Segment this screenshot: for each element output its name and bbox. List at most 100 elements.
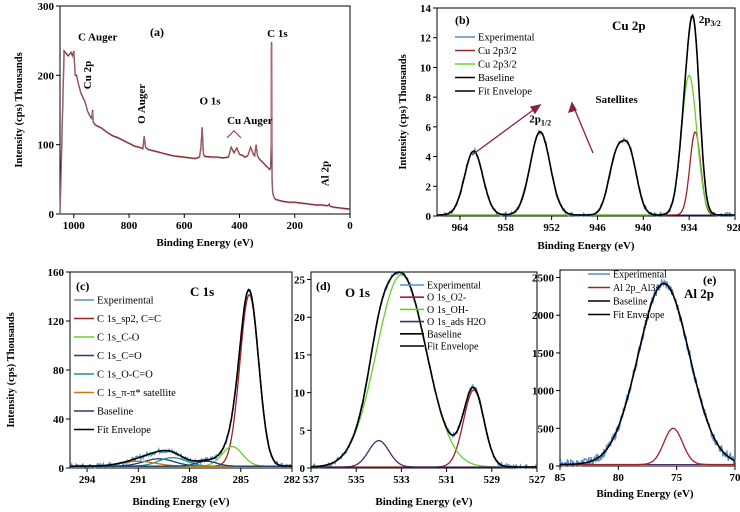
panel-c-ylabel: Intensity (cps) Thousands xyxy=(6,312,17,427)
x-tick-label: 535 xyxy=(348,474,365,486)
panel-c-y-ticks: 0 40 80 120 160 xyxy=(48,267,70,475)
y-tick-label: 2000 xyxy=(532,310,555,322)
component-line xyxy=(70,460,292,467)
panel-e-marks xyxy=(559,278,736,469)
panel-a-y-ticks: 0 100 200 300 xyxy=(38,1,60,221)
annotation: O Auger xyxy=(136,84,148,124)
panel-b-marks xyxy=(436,13,735,218)
x-tick-label: 533 xyxy=(393,474,410,486)
legend-entry: Al 2p_Al3+ xyxy=(613,283,662,294)
annotation: C Auger xyxy=(78,32,118,44)
panel-d-label: (d) xyxy=(316,279,331,293)
panel-a-ylabel: Intensity (cps) Thousands xyxy=(14,52,25,167)
x-tick-label: 958 xyxy=(498,222,515,234)
legend-entry: Fit Envelope xyxy=(478,87,532,98)
panel-b-ylabel: Intensity (cps) Thousands xyxy=(398,54,409,169)
panel-e-title: Al 2p xyxy=(684,286,714,301)
x-tick-label: 934 xyxy=(681,222,698,234)
panel-c-x-ticks: 294 291 288 285 282 xyxy=(79,468,301,486)
legend-entry: Experimental xyxy=(97,296,154,307)
x-tick-label: 537 xyxy=(303,474,320,486)
panel-a-annotations: C Auger Cu 2p O Auger O 1s Cu Auger C 1s Al 2p xyxy=(78,28,332,186)
component-line xyxy=(560,427,735,466)
panel-d-xlabel: Binding Energy (eV) xyxy=(375,496,473,508)
legend-entry: Experimental xyxy=(613,270,667,281)
y-tick-label: 0 xyxy=(549,461,555,473)
annotation: Cu Auger xyxy=(227,115,273,127)
y-tick-label: 200 xyxy=(38,70,55,82)
survey-spectrum-line xyxy=(59,42,351,215)
y-tick-label: 15 xyxy=(294,350,306,362)
y-tick-label: 2500 xyxy=(532,273,555,285)
legend-entry: O 1s_OH- xyxy=(427,305,468,316)
y-tick-label: 20 xyxy=(294,312,306,324)
panel-a-survey: 1000 800 600 400 200 0 0 100 200 300 C Auger Cu 2… xyxy=(14,1,353,249)
satellite-arrow-left xyxy=(471,104,541,156)
legend-entry: Fit Envelope xyxy=(427,342,479,353)
panel-d-title: O 1s xyxy=(345,285,370,300)
legend-entry: Experimental xyxy=(427,281,481,292)
y-tick-label: 4 xyxy=(426,152,432,164)
annotation: 2p1/2 xyxy=(529,113,551,127)
y-tick-label: 40 xyxy=(53,414,65,426)
panel-b-x-ticks: 964 958 952 946 940 934 928 xyxy=(452,216,740,234)
x-tick-label: 0 xyxy=(347,220,353,232)
annotation: C 1s xyxy=(267,28,288,40)
annotation: O 1s xyxy=(199,95,221,107)
cu-auger-arrow xyxy=(226,130,242,139)
component-line xyxy=(311,389,537,468)
y-tick-label: 100 xyxy=(38,140,55,152)
panel-d-o1s: 537 535 533 531 529 527 0 5 10 15 20 25 Experiment… xyxy=(294,270,546,508)
x-tick-label: 285 xyxy=(233,474,250,486)
panel-b-legend: Experimental Cu 2p3/2 Cu 2p3/2 Baseline Fit … xyxy=(455,33,535,98)
y-tick-label: 1000 xyxy=(532,386,555,398)
legend-entry: Baseline xyxy=(97,407,133,418)
satellite-arrowhead-right xyxy=(567,101,577,113)
legend-entry: O 1s_O2- xyxy=(427,293,466,304)
legend-entry: Experimental xyxy=(478,33,535,44)
experimental-trace xyxy=(310,270,538,471)
x-tick-label: 288 xyxy=(181,474,198,486)
annotation: Cu 2p xyxy=(82,61,94,89)
legend-entry: Baseline xyxy=(613,297,648,308)
legend-entry: C 1s_π-π* satellite xyxy=(97,388,176,399)
panel-a-xlabel: Binding Energy (eV) xyxy=(156,237,254,249)
legend-entry: C 1s_sp2, C=C xyxy=(97,314,161,325)
legend-entry: Cu 2p3/2 xyxy=(478,60,517,71)
panel-d-x-ticks: 537 535 533 531 529 527 xyxy=(303,468,546,486)
legend-entry: Baseline xyxy=(427,329,462,340)
x-tick-label: 527 xyxy=(529,474,546,486)
fit-envelope-line xyxy=(70,289,292,467)
x-tick-label: 964 xyxy=(452,222,469,234)
x-tick-label: 928 xyxy=(727,222,740,234)
y-tick-label: 500 xyxy=(538,423,555,435)
y-tick-label: 14 xyxy=(420,3,432,15)
y-tick-label: 1500 xyxy=(532,348,555,360)
panel-a-x-ticks: 1000 800 600 400 200 0 xyxy=(63,214,353,232)
legend-entry: O 1s_ads H2O xyxy=(427,317,486,328)
y-tick-label: 25 xyxy=(294,275,306,287)
x-tick-label: 529 xyxy=(484,474,501,486)
y-tick-label: 5 xyxy=(300,425,306,437)
satellite-arrows xyxy=(471,101,594,156)
panel-e-al2p: 85 80 75 70 0 500 1000 1500 2000 2500 Experiment… xyxy=(532,269,740,500)
panel-c-c1s: 294 291 288 285 282 0 40 80 120 160 Experimental… xyxy=(6,267,301,508)
y-tick-label: 0 xyxy=(59,463,65,475)
fit-envelope-line xyxy=(310,271,537,468)
y-tick-label: 12 xyxy=(420,33,432,45)
cu-auger-arrow-shape xyxy=(226,130,242,139)
x-tick-label: 75 xyxy=(671,472,683,484)
panel-a-marks xyxy=(59,42,351,216)
x-tick-label: 80 xyxy=(613,472,625,484)
x-tick-label: 291 xyxy=(130,474,147,486)
panel-e-legend: Experimental Al 2p_Al3+ Baseline Fit Envelo… xyxy=(588,270,667,321)
x-tick-label: 85 xyxy=(555,472,567,484)
x-tick-label: 294 xyxy=(79,474,96,486)
x-tick-label: 531 xyxy=(438,474,455,486)
y-tick-label: 10 xyxy=(420,62,432,74)
x-tick-label: 1000 xyxy=(63,220,86,232)
y-tick-label: 6 xyxy=(426,122,432,134)
legend-entry: C 1s_C-O xyxy=(97,333,140,344)
legend-entry: C 1s_O-C=O xyxy=(97,370,153,381)
